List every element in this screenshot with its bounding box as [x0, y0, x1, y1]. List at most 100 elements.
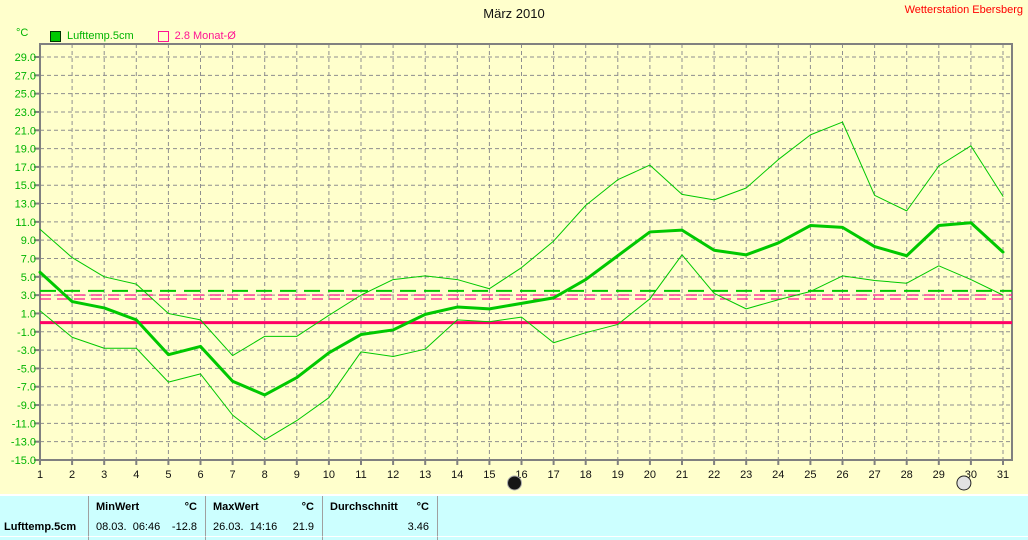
table-header-empty — [437, 496, 1028, 518]
svg-text:14: 14 — [451, 469, 463, 481]
svg-text:8: 8 — [262, 469, 268, 481]
svg-text:21: 21 — [676, 469, 688, 481]
svg-text:-1.0: -1.0 — [17, 327, 36, 339]
svg-text:7: 7 — [230, 469, 236, 481]
moon-phase-full-icon — [956, 475, 972, 491]
svg-text:31: 31 — [997, 469, 1009, 481]
svg-text:15: 15 — [483, 469, 495, 481]
monat-mittel-2-8 — [40, 294, 1012, 300]
series-tagesmittel — [38, 221, 1005, 397]
table-corner-cell — [0, 496, 88, 518]
next-row-cell-2 — [205, 537, 322, 540]
svg-text:10: 10 — [323, 469, 335, 481]
minwert-value: -12.8 — [171, 521, 197, 533]
svg-text:26: 26 — [836, 469, 848, 481]
station-label: Wetterstation Ebersberg — [904, 4, 1023, 16]
legend: Lufttemp.5cm 2.8 Monat-Ø — [50, 30, 236, 42]
svg-text:4: 4 — [133, 469, 139, 481]
table-empty-cell — [437, 518, 1028, 537]
maxwert-cell: 26.03. 14:16 21.9 — [205, 518, 322, 537]
svg-text:29: 29 — [933, 469, 945, 481]
svg-text:15.0: 15.0 — [15, 180, 36, 192]
svg-text:-5.0: -5.0 — [17, 363, 36, 375]
next-row-cell-1 — [88, 537, 205, 540]
legend-label-monat: 2.8 Monat-Ø — [174, 30, 236, 42]
legend-swatch-monat-icon — [157, 30, 169, 42]
legend-swatch-lufttemp-icon — [50, 30, 61, 42]
table-header-durchschnitt: Durchschnitt °C — [322, 496, 437, 518]
svg-text:5.0: 5.0 — [21, 272, 36, 284]
durchschnitt-unit-label: °C — [416, 501, 429, 513]
svg-text:9.0: 9.0 — [21, 235, 36, 247]
y-axis-tick-labels: 29.0 27.0 25.0 23.0 21.0 19.0 17.0 15.0 13.0 11.0… — [11, 52, 40, 467]
svg-text:17.0: 17.0 — [15, 162, 36, 174]
plot-frame — [39, 43, 1013, 461]
svg-text:-3.0: -3.0 — [17, 345, 36, 357]
legend-label-lufttemp: Lufttemp.5cm — [67, 30, 134, 42]
svg-text:21.0: 21.0 — [15, 125, 36, 137]
svg-text:22: 22 — [708, 469, 720, 481]
svg-text:27.0: 27.0 — [15, 70, 36, 82]
svg-text:28: 28 — [901, 469, 913, 481]
svg-text:3.0: 3.0 — [21, 290, 36, 302]
table-header-minwert: MinWert °C — [88, 496, 205, 518]
svg-text:27: 27 — [868, 469, 880, 481]
durchschnitt-value: 3.46 — [407, 521, 429, 533]
maxwert-date: 26.03. 14:16 — [213, 521, 278, 533]
table-header-maxwert: MaxWert °C — [205, 496, 322, 518]
svg-text:1.0: 1.0 — [21, 308, 36, 320]
svg-text:25.0: 25.0 — [15, 89, 36, 101]
maxwert-value: 21.9 — [292, 521, 314, 533]
series-tagesmaximum — [39, 121, 1004, 357]
svg-text:3: 3 — [101, 469, 107, 481]
durchschnitt-cell: 3.46 — [322, 518, 437, 537]
horizontal-gridlines — [40, 56, 1012, 461]
series-tagesminimum — [39, 254, 1004, 441]
svg-text:18: 18 — [580, 469, 592, 481]
svg-text:20: 20 — [644, 469, 656, 481]
summary-table: MinWert °C MaxWert °C Durchschnitt °C Lu… — [0, 496, 1028, 540]
durchschnitt-header-label: Durchschnitt — [330, 501, 398, 513]
next-row-cell-3 — [322, 537, 437, 540]
temperature-line-chart: 29.027.025.023.021.019.017.015.013.011.0… — [11, 43, 1013, 491]
svg-text:5: 5 — [165, 469, 171, 481]
svg-text:23: 23 — [740, 469, 752, 481]
maxwert-header-label: MaxWert — [213, 501, 259, 513]
minwert-cell: 08.03. 06:46 -12.8 — [88, 518, 205, 537]
minwert-unit-label: °C — [184, 501, 197, 513]
svg-text:1: 1 — [37, 469, 43, 481]
minwert-date: 08.03. 06:46 — [96, 521, 161, 533]
svg-text:6: 6 — [197, 469, 203, 481]
svg-text:7.0: 7.0 — [21, 254, 36, 266]
svg-text:13: 13 — [419, 469, 431, 481]
next-row-cell-4 — [437, 537, 1028, 540]
svg-text:12: 12 — [387, 469, 399, 481]
svg-text:11.0: 11.0 — [15, 217, 36, 229]
maxwert-unit-label: °C — [301, 501, 314, 513]
chart-area: 29.0 27.0 25.0 23.0 21.0 19.0 17.0 15.0 13.0 11.0… — [0, 0, 1028, 494]
svg-text:-11.0: -11.0 — [12, 418, 36, 430]
svg-text:-7.0: -7.0 — [17, 382, 36, 394]
svg-text:-13.0: -13.0 — [11, 437, 36, 449]
svg-text:19: 19 — [612, 469, 624, 481]
svg-text:-15.0: -15.0 — [11, 455, 36, 467]
svg-text:23.0: 23.0 — [15, 107, 36, 119]
x-axis-tick-labels: 1 2 3 4 5 6 7 8 9 10 11 12 13 14 15 16 17 18 19 20 21 22 23 24 2… — [37, 460, 1009, 481]
svg-text:-9.0: -9.0 — [17, 400, 36, 412]
minwert-header-label: MinWert — [96, 501, 140, 513]
svg-text:25: 25 — [804, 469, 816, 481]
svg-text:9: 9 — [294, 469, 300, 481]
svg-text:29.0: 29.0 — [15, 52, 36, 64]
moon-phase-new-icon — [507, 475, 522, 491]
svg-text:17: 17 — [547, 469, 559, 481]
vertical-gridlines — [39, 44, 1004, 460]
svg-text:24: 24 — [772, 469, 784, 481]
svg-text:2: 2 — [69, 469, 75, 481]
svg-text:19.0: 19.0 — [15, 144, 36, 156]
chart-title: März 2010 — [483, 6, 545, 21]
table-row-label: Lufttemp.5cm — [0, 518, 88, 537]
svg-text:13.0: 13.0 — [15, 199, 36, 211]
y-axis-unit-label: °C — [16, 27, 29, 39]
svg-text:11: 11 — [355, 469, 366, 481]
